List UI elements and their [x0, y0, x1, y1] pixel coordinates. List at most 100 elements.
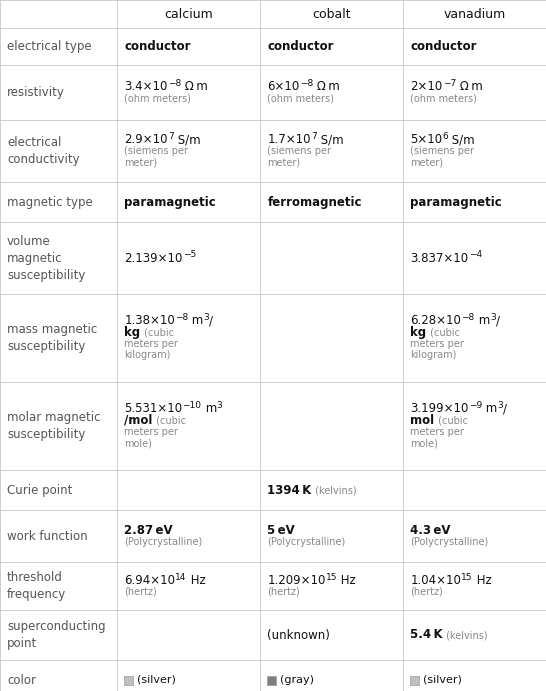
Text: m: m: [188, 314, 204, 328]
Text: meter): meter): [268, 158, 300, 167]
Text: calcium: calcium: [164, 8, 213, 21]
Text: 7: 7: [311, 132, 317, 141]
Text: 3.4×10: 3.4×10: [124, 80, 168, 93]
Text: 2.9×10: 2.9×10: [124, 133, 168, 146]
Text: /: /: [496, 314, 500, 328]
Text: electrical type: electrical type: [7, 40, 92, 53]
Text: (gray): (gray): [281, 675, 314, 685]
Text: mole): mole): [124, 438, 152, 448]
Text: mass magnetic
susceptibility: mass magnetic susceptibility: [7, 323, 97, 353]
Text: Ω m: Ω m: [313, 80, 340, 93]
Text: work function: work function: [7, 529, 87, 542]
Text: (Polycrystalline): (Polycrystalline): [124, 537, 203, 547]
Text: mol: mol: [411, 414, 435, 427]
Text: 3: 3: [497, 401, 503, 410]
Text: (Polycrystalline): (Polycrystalline): [411, 537, 489, 547]
Text: /mol: /mol: [124, 414, 153, 427]
Text: m: m: [474, 314, 490, 328]
Text: Hz: Hz: [337, 574, 356, 587]
Text: S/m: S/m: [317, 133, 343, 146]
Text: paramagnetic: paramagnetic: [411, 196, 502, 209]
Text: meters per: meters per: [411, 427, 464, 437]
Text: −9: −9: [469, 401, 482, 410]
Text: 3.837×10: 3.837×10: [411, 252, 468, 265]
Text: Hz: Hz: [187, 574, 205, 587]
Text: meters per: meters per: [411, 339, 464, 349]
Text: S/m: S/m: [174, 133, 200, 146]
Text: 1.7×10: 1.7×10: [268, 133, 311, 146]
Bar: [124, 676, 133, 685]
Text: (ohm meters): (ohm meters): [411, 93, 477, 103]
Text: kilogram): kilogram): [411, 350, 457, 360]
Text: (kelvins): (kelvins): [443, 630, 488, 640]
Text: 6.94×10: 6.94×10: [124, 574, 175, 587]
Text: 2×10: 2×10: [411, 80, 443, 93]
Text: −10: −10: [182, 401, 201, 410]
Text: 3: 3: [490, 313, 496, 322]
Bar: [268, 676, 276, 685]
Text: resistivity: resistivity: [7, 86, 65, 99]
Text: (unknown): (unknown): [268, 629, 330, 641]
Text: 1394 K: 1394 K: [268, 484, 312, 497]
Text: conductor: conductor: [124, 40, 191, 53]
Text: (kelvins): (kelvins): [312, 485, 357, 495]
Text: 15: 15: [326, 573, 337, 582]
Text: molar magnetic
susceptibility: molar magnetic susceptibility: [7, 411, 100, 441]
Text: 5×10: 5×10: [411, 133, 443, 146]
Text: 6.28×10: 6.28×10: [411, 314, 461, 328]
Text: /: /: [209, 314, 213, 328]
Text: Curie point: Curie point: [7, 484, 73, 497]
Text: conductor: conductor: [411, 40, 477, 53]
Text: (silver): (silver): [138, 675, 176, 685]
Text: 1.209×10: 1.209×10: [268, 574, 326, 587]
Text: (Polycrystalline): (Polycrystalline): [268, 537, 346, 547]
Text: /: /: [503, 402, 507, 415]
Text: 7: 7: [168, 132, 174, 141]
Text: magnetic type: magnetic type: [7, 196, 93, 209]
Text: paramagnetic: paramagnetic: [124, 196, 216, 209]
Text: 6×10: 6×10: [268, 80, 300, 93]
Text: mole): mole): [411, 438, 438, 448]
Text: kilogram): kilogram): [124, 350, 171, 360]
Text: 5.531×10: 5.531×10: [124, 402, 182, 415]
Text: 1.38×10: 1.38×10: [124, 314, 175, 328]
Text: m: m: [201, 402, 217, 415]
Text: Ω m: Ω m: [456, 80, 483, 93]
Text: (hertz): (hertz): [411, 587, 443, 597]
Text: m: m: [482, 402, 497, 415]
Text: (ohm meters): (ohm meters): [124, 93, 191, 103]
Text: 1.04×10: 1.04×10: [411, 574, 461, 587]
Text: (ohm meters): (ohm meters): [268, 93, 334, 103]
Text: −8: −8: [175, 313, 188, 322]
Text: meters per: meters per: [124, 427, 178, 437]
Text: 3.199×10: 3.199×10: [411, 402, 469, 415]
Text: 14: 14: [175, 573, 187, 582]
Text: electrical
conductivity: electrical conductivity: [7, 136, 80, 166]
Text: −7: −7: [443, 79, 456, 88]
Text: volume
magnetic
susceptibility: volume magnetic susceptibility: [7, 234, 85, 281]
Text: 2.139×10: 2.139×10: [124, 252, 183, 265]
Text: color: color: [7, 674, 36, 686]
Text: threshold
frequency: threshold frequency: [7, 571, 66, 601]
Bar: [411, 676, 419, 685]
Text: meter): meter): [124, 158, 157, 167]
Text: Ω m: Ω m: [181, 80, 208, 93]
Text: (silver): (silver): [424, 675, 462, 685]
Text: Hz: Hz: [473, 574, 491, 587]
Text: conductor: conductor: [268, 40, 334, 53]
Text: 5 eV: 5 eV: [268, 524, 295, 537]
Text: −5: −5: [183, 250, 196, 259]
Text: 5.4 K: 5.4 K: [411, 629, 443, 641]
Text: meters per: meters per: [124, 339, 178, 349]
Text: kg: kg: [411, 325, 426, 339]
Text: (hertz): (hertz): [124, 587, 157, 597]
Text: vanadium: vanadium: [443, 8, 506, 21]
Text: −4: −4: [468, 250, 482, 259]
Text: (cubic: (cubic: [426, 328, 460, 337]
Text: −8: −8: [300, 79, 313, 88]
Text: (siemens per: (siemens per: [268, 146, 331, 156]
Text: cobalt: cobalt: [313, 8, 351, 21]
Text: (cubic: (cubic: [140, 328, 174, 337]
Text: 3: 3: [217, 401, 223, 410]
Text: superconducting
point: superconducting point: [7, 620, 105, 650]
